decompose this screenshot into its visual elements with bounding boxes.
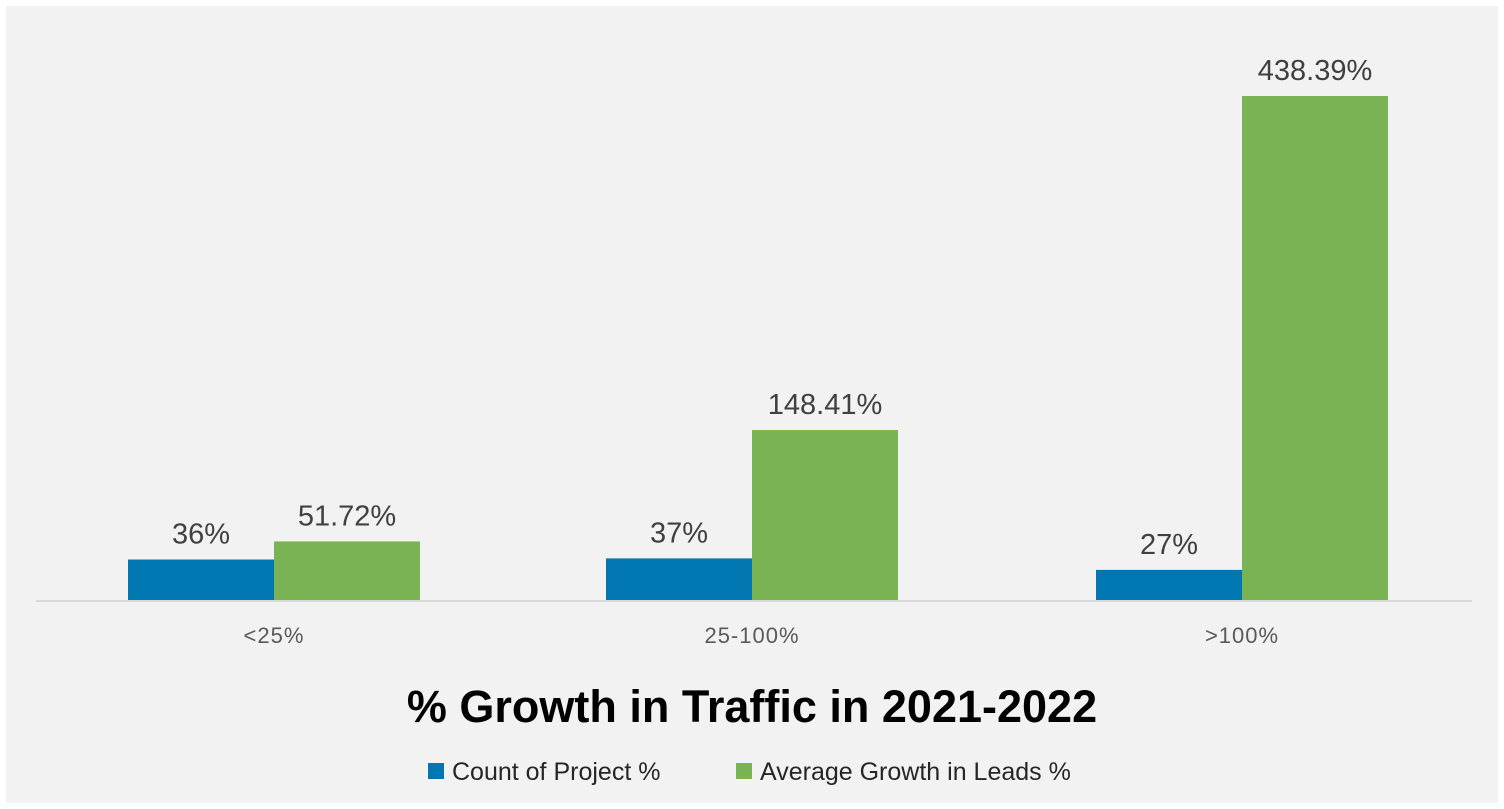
bar-count-1 <box>606 558 752 601</box>
chart-title: % Growth in Traffic in 2021-2022 <box>407 681 1097 732</box>
bar-chart: 36% 51.72% 37% 148.41% 27% 438.39% <25% 25-100… <box>36 55 1472 786</box>
legend-swatch-0 <box>428 763 444 779</box>
value-labels-group: 36% 51.72% 37% 148.41% 27% 438.39% <box>172 55 1372 561</box>
chart-frame: 36% 51.72% 37% 148.41% 27% 438.39% <25% 25-100… <box>6 6 1498 803</box>
category-label-1: 25-100% <box>704 623 799 648</box>
category-label-2: >100% <box>1205 623 1279 648</box>
data-label-count-2: 27% <box>1140 529 1198 561</box>
bar-growth-1 <box>752 430 898 601</box>
category-labels-group: <25% 25-100% >100% <box>244 623 1279 648</box>
category-label-0: <25% <box>244 623 305 648</box>
bar-growth-0 <box>274 541 420 601</box>
data-label-count-1: 37% <box>650 517 708 549</box>
legend-label-0: Count of Project % <box>452 758 660 786</box>
data-label-growth-1: 148.41% <box>768 389 883 421</box>
legend-label-1: Average Growth in Leads % <box>760 758 1071 786</box>
legend: Count of Project % Average Growth in Lead… <box>428 758 1071 786</box>
legend-swatch-1 <box>736 763 752 779</box>
bar-growth-2 <box>1242 96 1388 601</box>
data-label-count-0: 36% <box>172 519 230 551</box>
bars-group <box>128 96 1388 601</box>
data-label-growth-2: 438.39% <box>1258 55 1373 87</box>
bar-count-2 <box>1096 569 1242 601</box>
bar-count-0 <box>128 559 274 601</box>
data-label-growth-0: 51.72% <box>298 500 396 532</box>
